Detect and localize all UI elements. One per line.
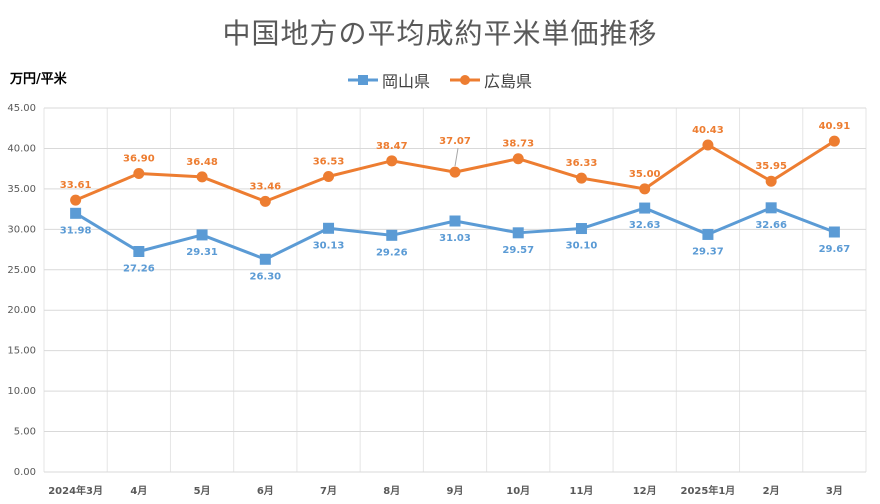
data-point-okayama <box>196 229 208 241</box>
data-label-okayama: 32.66 <box>755 220 787 231</box>
data-label-okayama: 31.03 <box>439 233 471 244</box>
data-label-hiroshima: 37.07 <box>439 136 471 147</box>
x-tick-label: 11月 <box>570 485 594 497</box>
data-point-hiroshima <box>259 195 271 207</box>
y-tick-label: 30.00 <box>7 224 36 235</box>
data-point-okayama <box>639 202 651 214</box>
data-label-leader-line <box>454 148 459 167</box>
legend-marker-hiroshima <box>450 75 480 85</box>
x-tick-label: 4月 <box>130 485 147 497</box>
legend-marker-okayama <box>347 75 378 85</box>
y-tick-label: 0.00 <box>14 467 36 478</box>
data-point-hiroshima <box>70 194 82 206</box>
legend-label-okayama: 岡山県 <box>381 72 430 91</box>
data-label-hiroshima: 40.91 <box>819 121 851 132</box>
x-tick-label: 2025年1月 <box>681 484 736 497</box>
y-tick-label: 40.00 <box>7 143 36 154</box>
y-axis-unit-label: 万円/平米 <box>10 72 67 87</box>
x-tick-label: 5月 <box>194 485 211 497</box>
data-point-hiroshima <box>133 168 145 180</box>
y-tick-label: 35.00 <box>7 184 36 195</box>
data-label-okayama: 27.26 <box>123 263 155 274</box>
x-tick-label: 8月 <box>383 485 400 497</box>
data-point-okayama <box>449 215 461 227</box>
data-label-hiroshima: 35.00 <box>629 169 661 180</box>
legend: 岡山県 広島県 <box>0 68 880 92</box>
data-label-hiroshima: 33.46 <box>249 181 281 192</box>
data-label-hiroshima: 36.90 <box>123 154 155 165</box>
data-label-hiroshima: 36.53 <box>313 157 345 168</box>
data-label-hiroshima: 35.95 <box>755 161 787 172</box>
data-label-hiroshima: 36.33 <box>566 158 598 169</box>
data-point-okayama <box>259 253 271 265</box>
x-tick-label: 3月 <box>826 485 843 497</box>
data-point-okayama <box>575 223 587 235</box>
y-tick-label: 5.00 <box>14 427 36 438</box>
data-point-okayama <box>70 207 82 219</box>
data-point-hiroshima <box>449 166 461 178</box>
y-tick-label: 10.00 <box>7 386 36 397</box>
data-point-hiroshima <box>828 135 840 147</box>
x-tick-label: 12月 <box>633 485 657 497</box>
x-tick-label: 2024年3月 <box>48 484 103 497</box>
data-point-okayama <box>386 229 398 241</box>
data-label-okayama: 29.26 <box>376 247 408 258</box>
data-label-okayama: 31.98 <box>60 225 92 236</box>
data-label-hiroshima: 36.48 <box>186 157 218 168</box>
data-point-okayama <box>702 228 714 240</box>
x-tick-label: 2月 <box>763 485 780 497</box>
y-tick-label: 15.00 <box>7 346 36 357</box>
x-tick-label: 10月 <box>506 485 530 497</box>
data-label-hiroshima: 33.61 <box>60 180 92 191</box>
legend-item-okayama: 岡山県 <box>347 68 430 92</box>
data-label-okayama: 29.37 <box>692 246 724 257</box>
data-point-okayama <box>828 226 840 238</box>
y-tick-label: 20.00 <box>7 305 36 316</box>
data-point-hiroshima <box>575 172 587 184</box>
data-label-okayama: 29.31 <box>186 247 218 258</box>
data-point-hiroshima <box>386 155 398 167</box>
y-tick-label: 25.00 <box>7 265 36 276</box>
data-label-hiroshima: 38.47 <box>376 141 408 152</box>
data-label-okayama: 26.30 <box>249 271 281 282</box>
data-label-hiroshima: 38.73 <box>502 139 534 150</box>
data-label-okayama: 30.10 <box>566 241 598 252</box>
x-tick-label: 6月 <box>257 485 274 497</box>
data-point-hiroshima <box>702 139 714 151</box>
data-label-okayama: 30.13 <box>313 240 345 251</box>
data-point-hiroshima <box>323 171 335 183</box>
x-tick-label: 7月 <box>320 485 337 497</box>
data-point-okayama <box>765 202 777 214</box>
data-point-hiroshima <box>639 183 651 195</box>
chart-title: 中国地方の平均成約平米単価推移 <box>222 17 658 50</box>
x-tick-label: 9月 <box>447 485 464 497</box>
y-tick-label: 45.00 <box>7 103 36 114</box>
data-label-hiroshima: 40.43 <box>692 125 724 136</box>
legend-item-hiroshima: 広島県 <box>450 68 532 92</box>
data-label-okayama: 32.63 <box>629 220 661 231</box>
data-point-hiroshima <box>765 175 777 187</box>
data-label-okayama: 29.57 <box>502 245 534 256</box>
data-label-okayama: 29.67 <box>819 244 851 255</box>
data-point-hiroshima <box>512 153 524 165</box>
data-point-hiroshima <box>196 171 208 183</box>
data-point-okayama <box>512 227 524 239</box>
data-point-okayama <box>323 222 335 234</box>
legend-label-hiroshima: 広島県 <box>484 72 533 91</box>
data-point-okayama <box>133 245 145 257</box>
